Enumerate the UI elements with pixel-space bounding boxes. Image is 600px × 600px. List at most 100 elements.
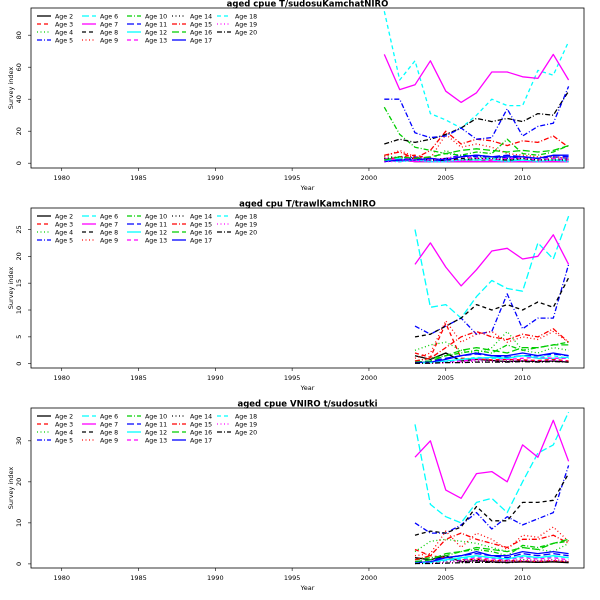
legend-label: Age 8 [100,229,118,236]
series-lines [414,215,570,364]
x-tick-label: 1990 [207,574,224,582]
legend-label: Age 7 [100,21,118,28]
legend-label: Age 15 [190,421,212,428]
x-axis-label: Year [300,584,315,592]
series-line-age-6 [414,215,570,319]
x-tick-label: 2010 [514,574,531,582]
series-line-age-14 [384,156,569,161]
legend-label: Age 6 [100,413,118,420]
legend-label: Age 20 [235,229,257,236]
x-tick-label: 1980 [53,374,70,382]
legend-label: Age 8 [100,429,118,436]
series-line-age-7 [414,234,570,287]
series-line-age-5 [414,264,570,335]
x-tick-label: 2000 [361,574,378,582]
chart-title: aged cpue T/sudosuKamchatNIRO [227,0,389,10]
x-tick-label: 2010 [514,374,531,382]
legend-label: Age 7 [100,421,118,428]
series-line-age-7-upper [383,53,570,104]
chart-title: aged cpue VNIRO t/sudosutki [237,400,377,410]
x-tick-label: 2000 [361,174,378,182]
series-line-age-15 [414,532,569,561]
plot-frame [30,7,585,169]
legend-label: Age 19 [235,221,257,228]
series-lines [383,11,570,163]
x-tick-label: 2005 [437,174,454,182]
y-tick-label: 60 [15,63,23,71]
legend-label: Age 14 [190,413,212,420]
y-tick-label: 20 [15,127,23,135]
series-line-age-7 [414,419,570,499]
x-tick-label: 1980 [53,174,70,182]
legend-label: Age 12 [145,29,167,36]
legend-label: Age 14 [190,213,212,220]
legend-label: Age 10 [145,13,167,20]
series-line-age-2 [414,555,569,564]
legend-label: Age 6 [100,213,118,220]
legend-label: Age 15 [190,221,212,228]
series-line-age-18 [383,11,570,129]
legend-label: Age 14 [190,13,212,20]
legend-label: Age 13 [145,437,167,444]
series-line-age-6 [414,411,570,524]
legend-label: Age 18 [235,213,257,220]
series-line-age-13 [414,557,569,564]
series-line-age-13 [414,356,569,364]
y-tick-label: 5 [15,335,23,339]
series-line-age-4 [414,538,569,553]
series-line-age-4 [414,330,569,354]
legend-label: Age 12 [145,429,167,436]
chart-panel-1: aged cpue T/sudosuKamchatNIRO 1980 1985 199… [7,0,585,192]
legend-label: Age 9 [100,37,118,44]
series-line-age-3 [414,322,569,362]
legend-label: Age 13 [145,37,167,44]
series-line-age-3 [414,548,569,563]
legend-label: Age 6 [100,13,118,20]
series-line-age-8 [414,277,570,338]
legend-label: Age 17 [190,437,212,444]
x-tick-label: 1990 [207,174,224,182]
series-line-age-16 [414,344,569,363]
chart-panel-3: aged cpue VNIRO t/sudosutki 1980 1985 1990 1… [7,400,585,592]
legend-label: Age 20 [235,29,257,36]
y-tick-label: 10 [15,306,23,314]
legend-label: Age 4 [55,229,73,236]
legend-label: Age 10 [145,213,167,220]
legend-label: Age 19 [235,21,257,28]
legend-label: Age 17 [190,237,212,244]
series-line-age-17 [414,352,569,364]
series-line-age-16 [384,144,569,161]
x-tick-label: 2010 [514,174,531,182]
legend-label: Age 18 [235,13,257,20]
legend-label: Age 13 [145,237,167,244]
series-line-age-12 [414,355,569,364]
series-line-age-18 [414,355,569,364]
legend-label: Age 9 [100,437,118,444]
chart-panel-2: aged cpu T/trawlKamchNIRO 1980 1985 1990 199… [7,200,585,392]
legend-label: Age 16 [190,29,212,36]
y-tick-label: 20 [15,252,23,260]
legend-label: Age 11 [145,221,167,228]
legend-label: Age 20 [235,429,257,436]
series-line-age-11 [414,353,569,363]
y-tick-label: 0 [15,362,23,366]
legend-label: Age 11 [145,21,167,28]
y-tick-label: 0 [15,161,23,165]
legend-label: Age 10 [145,413,167,420]
x-axis-label: Year [300,384,315,392]
x-tick-label: 1990 [207,374,224,382]
legend-label: Age 11 [145,421,167,428]
legend-label: Age 9 [100,237,118,244]
y-axis-label: Survey index [7,267,15,310]
y-axis-label: Survey index [7,467,15,510]
legend-label: Age 12 [145,229,167,236]
legend-label: Age 18 [235,413,257,420]
legend-label: Age 3 [55,21,73,28]
chart-title: aged cpu T/trawlKamchNIRO [239,200,376,210]
legend-label: Age 16 [190,229,212,236]
legend-label: Age 2 [55,413,73,420]
y-tick-label: 0 [15,562,23,566]
legend-label: Age 2 [55,13,73,20]
